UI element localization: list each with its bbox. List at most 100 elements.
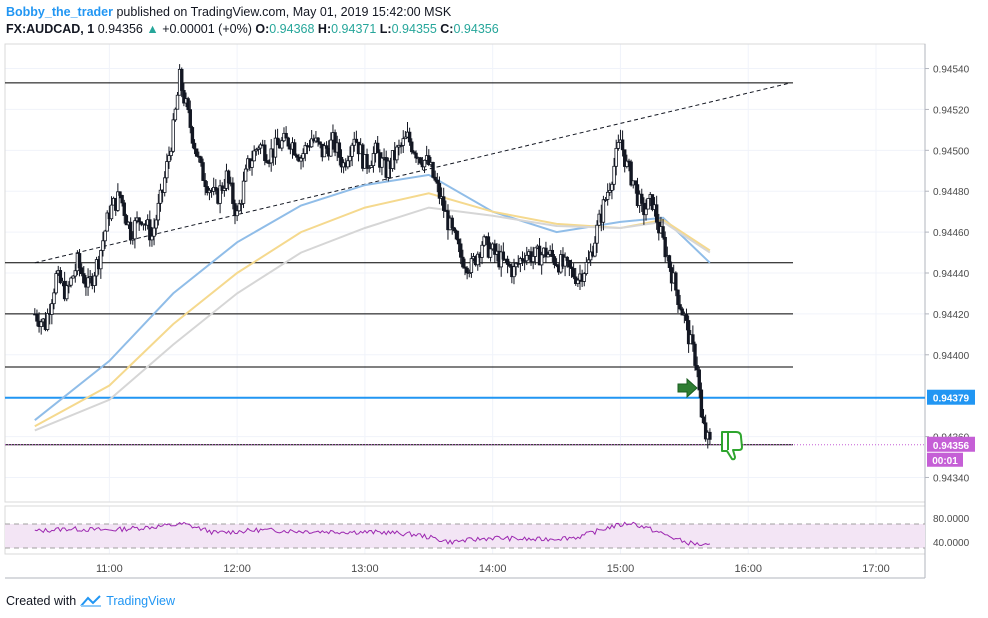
candle-body <box>131 238 135 241</box>
candle-body <box>226 170 231 184</box>
candle-body <box>99 250 103 270</box>
candle-body <box>128 221 133 241</box>
candle-body <box>403 136 408 140</box>
dashed-trendline[interactable] <box>34 82 791 264</box>
candle-body <box>354 138 359 143</box>
candle-body <box>309 138 314 148</box>
time-tick-label: 17:00 <box>862 563 890 575</box>
candle-body <box>401 138 405 146</box>
price-axis[interactable]: 0.94540 0.94520 0.94500 0.94480 0.94460 0.944… <box>925 65 970 485</box>
candle-body <box>241 180 246 204</box>
price-label-box <box>927 389 975 405</box>
candle-body <box>182 90 186 104</box>
candle-body <box>386 160 391 178</box>
candle-body <box>35 313 39 322</box>
candle-body <box>654 204 659 223</box>
time-tick-label: 11:00 <box>96 563 123 575</box>
candle-body <box>412 151 416 154</box>
candle-body <box>691 334 695 345</box>
candle-body <box>418 157 422 164</box>
candle-body <box>39 321 43 327</box>
candle-body <box>684 313 689 321</box>
arrow-right-icon <box>677 377 698 399</box>
candle-body <box>395 146 399 161</box>
moving-average-line <box>34 206 711 432</box>
candle-body <box>552 256 557 265</box>
price-tick-label: 0.94460 <box>933 228 970 239</box>
candle-body <box>58 270 63 284</box>
price-label-text: 0.94379 <box>933 394 970 405</box>
candle-body <box>488 248 493 258</box>
candle-body <box>337 142 342 158</box>
candle-body <box>231 182 235 204</box>
price-tick-label: 0.94480 <box>933 187 970 198</box>
candle-body <box>158 189 163 204</box>
symbol-label: FX:AUDCAD, 1 <box>6 22 95 36</box>
tradingview-link[interactable]: TradingView <box>106 594 175 608</box>
horizontal-levels[interactable] <box>5 82 925 446</box>
candle-body <box>73 270 77 277</box>
time-tick-label: 15:00 <box>607 563 635 575</box>
candle-body <box>116 191 120 211</box>
candle-body <box>50 303 54 315</box>
up-triangle-icon: ▲ <box>146 22 159 36</box>
candle-body <box>286 137 290 147</box>
candle-body <box>450 217 454 229</box>
candle-body <box>514 262 518 268</box>
candle-body <box>280 140 284 149</box>
candle-body <box>318 141 322 145</box>
candle-body <box>380 157 384 168</box>
candle-body <box>463 266 467 269</box>
candle-body <box>697 369 701 391</box>
trendline[interactable] <box>34 82 791 264</box>
candle-body <box>243 168 248 182</box>
candle-body <box>237 203 241 212</box>
last-price: 0.94356 <box>97 22 143 36</box>
candle-body <box>480 244 484 258</box>
candle-body <box>544 247 548 258</box>
candles <box>33 64 712 449</box>
candle-body <box>165 161 169 179</box>
countdown-text: 00:01 <box>932 456 958 467</box>
footer: Created with TradingView <box>6 594 175 608</box>
candle-body <box>571 268 576 278</box>
candle-body <box>169 150 173 156</box>
candle-body <box>367 167 371 169</box>
candle-body <box>350 144 354 157</box>
author-link[interactable]: Bobby_the_trader <box>6 5 113 19</box>
candle-body <box>303 145 307 154</box>
candle-body <box>667 255 672 268</box>
price-tick-label: 0.94340 <box>933 473 970 484</box>
candle-body <box>433 176 437 181</box>
price-tick-label: 0.94400 <box>933 351 970 362</box>
candle-body <box>101 240 105 251</box>
candle-body <box>674 272 678 291</box>
candle-body <box>154 219 158 229</box>
candle-body <box>118 191 122 196</box>
rsi-indicator <box>34 521 711 547</box>
candle-body <box>316 137 320 143</box>
candle-body <box>190 127 195 144</box>
candle-body <box>152 227 156 237</box>
candle-body <box>693 343 697 366</box>
candle-body <box>476 253 480 266</box>
candle-body <box>633 180 638 186</box>
rsi-line <box>34 521 711 547</box>
candle-body <box>576 279 580 285</box>
price-tick-label: 0.94440 <box>933 269 970 280</box>
candle-body <box>414 152 418 159</box>
low-label: L: <box>379 22 392 36</box>
candle-body <box>465 267 469 274</box>
candle-body <box>105 212 109 232</box>
candle-body <box>329 139 333 157</box>
candle-body <box>301 153 305 159</box>
chart-frame <box>4 43 926 579</box>
candle-body <box>103 230 107 242</box>
candle-body <box>205 186 210 194</box>
candle-body <box>512 266 516 278</box>
candle-body <box>676 289 680 305</box>
candle-body <box>199 156 203 163</box>
candle-body <box>525 254 529 262</box>
